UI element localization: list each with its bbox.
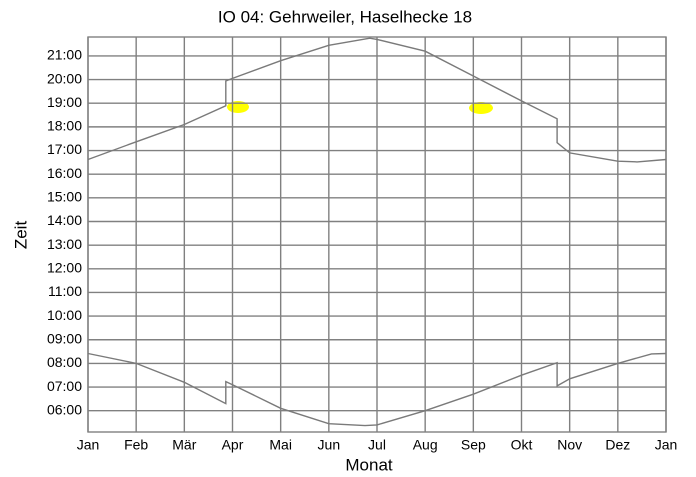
y-tick-label: 19:00 (47, 94, 82, 110)
y-axis-title: Zeit (11, 221, 30, 250)
y-tick-label: 13:00 (47, 236, 82, 252)
y-tick-label: 10:00 (47, 307, 82, 323)
x-tick-label: Apr (222, 437, 244, 453)
x-tick-label: Jan (77, 437, 100, 453)
x-tick-label: Mär (172, 437, 196, 453)
chart-title: IO 04: Gehrweiler, Haselhecke 18 (218, 7, 472, 26)
x-tick-label: Dez (605, 437, 630, 453)
y-tick-label: 17:00 (47, 141, 82, 157)
x-axis-title: Monat (345, 455, 393, 474)
y-tick-label: 21:00 (47, 47, 82, 63)
y-tick-label: 12:00 (47, 259, 82, 275)
x-tick-label: Mai (269, 437, 292, 453)
x-tick-label: Okt (511, 437, 533, 453)
x-tick-label: Jul (368, 437, 386, 453)
y-tick-label: 06:00 (47, 401, 82, 417)
x-tick-label: Nov (557, 437, 582, 453)
plot-frame (87, 36, 667, 433)
x-tick-label: Sep (461, 437, 486, 453)
y-tick-label: 20:00 (47, 70, 82, 86)
x-tick-label: Jan (655, 437, 678, 453)
y-tick-label: 18:00 (47, 118, 82, 134)
line (87, 352, 667, 427)
x-tick-label: Jun (318, 437, 341, 453)
highlight (469, 102, 493, 114)
y-tick-label: 16:00 (47, 165, 82, 181)
y-tick-label: 08:00 (47, 354, 82, 370)
y-tick-label: 09:00 (47, 330, 82, 346)
y-tick-label: 07:00 (47, 378, 82, 394)
line (87, 37, 667, 163)
x-tick-label: Feb (124, 437, 148, 453)
y-tick-label: 14:00 (47, 212, 82, 228)
x-tick-label: Aug (413, 437, 438, 453)
y-tick-label: 15:00 (47, 189, 82, 205)
y-tick-label: 11:00 (48, 283, 82, 299)
